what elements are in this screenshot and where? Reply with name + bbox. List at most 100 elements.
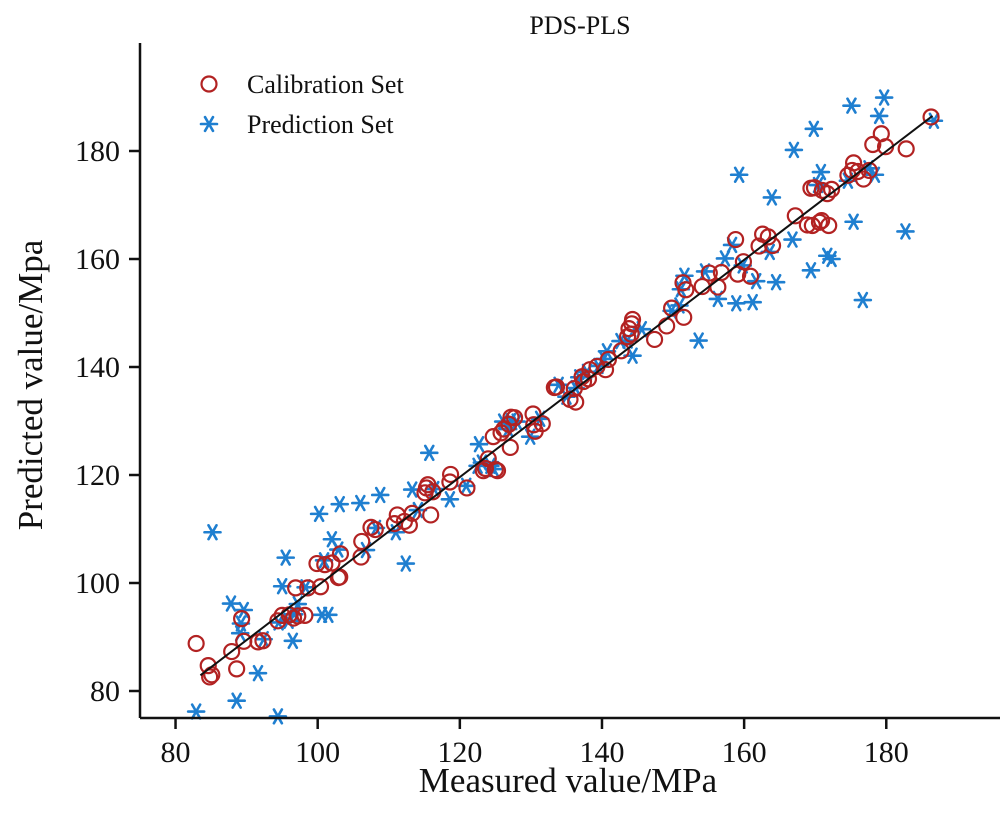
calibration-point [323,554,341,572]
calibration-point [505,409,524,427]
calibration-point [199,657,217,675]
calibration-point [612,342,630,360]
calibration-point [727,230,745,249]
prediction-point [784,141,804,159]
prediction-point [762,189,782,206]
x-tick-label: 180 [864,736,909,769]
calibration-point [596,361,615,379]
prediction-point [234,601,254,619]
calibration-point [353,532,371,551]
prediction-point [248,664,268,682]
prediction-point [801,262,821,279]
prediction-point [328,541,348,558]
calibration-point [844,154,863,172]
calibration-point [750,237,768,255]
calibration-point [287,579,305,597]
calibration-point [818,185,836,203]
calibration-point [922,108,940,126]
legend-prediction-label: Prediction Set [247,110,394,139]
prediction-point [853,291,873,309]
calibration-point [289,607,307,625]
calibration-point [820,216,838,235]
prediction-point [319,606,338,624]
prediction-point [822,250,841,268]
calibration-point [854,170,873,188]
y-tick-label: 80 [90,675,120,708]
prediction-point [689,332,708,349]
prediction-point [309,505,329,523]
calibration-point [331,545,350,563]
plot-area [186,89,944,725]
calibration-point [567,393,585,411]
calibration-point [599,350,617,369]
calibration-point [822,180,841,198]
y-tick-label: 140 [75,351,120,384]
prediction-point [370,486,390,504]
prediction-point [842,97,861,114]
calibration-point [547,378,566,396]
calibration-point [458,479,476,497]
prediction-point [869,107,889,125]
calibration-point [476,459,495,478]
calibration-point [223,642,241,661]
calibration-point [422,506,440,524]
y-tick-label: 160 [75,243,120,276]
calibration-point [623,310,642,329]
calibration-point [316,556,334,574]
y-tick-label: 100 [75,567,120,600]
prediction-point [844,213,863,230]
calibration-point [441,465,460,484]
calibration-point [501,438,519,457]
axes: 80 100 120 140 160 180 80 100 120 140 160 180 [75,43,1000,769]
prediction-point [727,295,746,312]
prediction-point [729,166,749,183]
prediction-point [896,223,915,240]
calibration-point [734,253,753,271]
calibration-point [533,415,551,433]
calibration-point [741,267,760,285]
calibration-point [525,416,543,434]
calibration-point [645,330,664,349]
prediction-point [874,89,894,106]
calibration-point [366,520,384,539]
prediction-point [276,549,296,566]
calibration-point [709,278,727,296]
calibration-point [311,578,330,596]
y-tick-label: 120 [75,459,120,492]
prediction-point [783,231,802,248]
prediction-point [203,524,222,541]
prediction-point [186,703,206,720]
x-tick-label: 140 [579,736,624,769]
x-tick-label: 120 [437,736,482,769]
chart-title: PDS-PLS [529,11,630,40]
x-tick-label: 100 [295,736,340,769]
calibration-point [400,516,418,534]
x-tick-label: 80 [161,736,191,769]
prediction-point [440,491,460,508]
calibration-point [441,473,459,491]
prediction-point [227,692,246,709]
calibration-point [579,370,598,388]
calibration-point [403,504,421,522]
prediction-point [804,120,824,138]
calibration-point [187,634,205,653]
calibration-point [228,660,246,678]
legend-prediction-marker [199,115,219,133]
calibration-point [675,308,693,326]
prediction-point [396,555,416,572]
prediction-point [811,163,831,181]
prediction-point [322,531,342,548]
legend-calibration-label: Calibration Set [247,70,404,99]
legend-star-glyph [199,115,219,133]
calibration-point [233,610,251,628]
prediction-point [283,632,303,650]
fit-line [199,115,934,677]
prediction-point [268,708,288,725]
calibration-point [810,213,829,231]
prediction-point [766,273,786,291]
calibration-point [254,632,272,650]
prediction-point [469,435,489,453]
calibration-point [296,606,314,625]
calibration-point [897,140,915,158]
